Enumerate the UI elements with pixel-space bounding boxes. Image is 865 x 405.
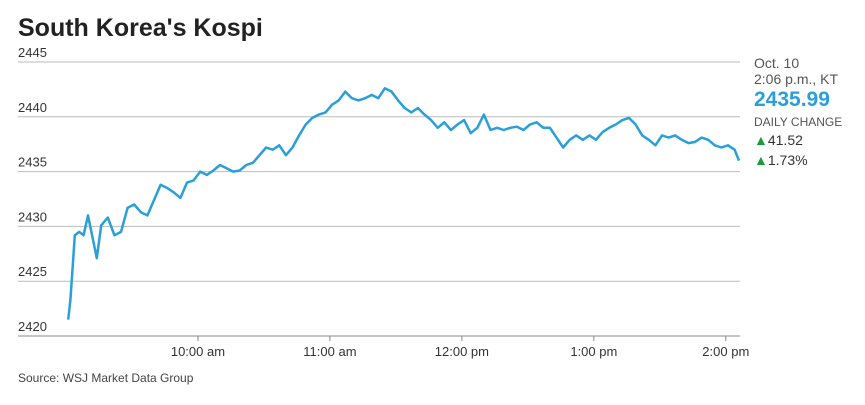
- change-pct-row: ▲1.73%: [754, 152, 808, 168]
- change-row: ▲41.52: [754, 132, 803, 148]
- up-icon: ▲: [754, 132, 768, 148]
- x-tick-label: 11:00 am: [303, 344, 356, 359]
- y-tick-label: 2425: [18, 264, 47, 279]
- price-line: [66, 87, 741, 320]
- time: 2:06 p.m., KT: [754, 71, 839, 87]
- change-pct: 1.73%: [767, 152, 808, 168]
- change-label: DAILY CHANGE: [754, 115, 843, 129]
- chart-title: South Korea's Kospi: [18, 14, 263, 42]
- date: Oct. 10: [754, 55, 800, 71]
- y-tick-label: 2435: [18, 155, 47, 170]
- x-tick-label: 1:00 pm: [570, 344, 617, 359]
- change: 41.52: [767, 132, 803, 148]
- y-tick-label: 2445: [18, 45, 47, 60]
- x-tick-label: 10:00 am: [171, 344, 225, 359]
- y-tick-label: 2430: [18, 209, 47, 224]
- up-icon: ▲: [754, 152, 768, 168]
- y-tick-label: 2420: [18, 319, 47, 334]
- last-value: 2435.99: [754, 88, 830, 111]
- x-tick-label: 12:00 pm: [435, 344, 489, 359]
- y-tick-label: 2440: [18, 100, 47, 115]
- source: Source: WSJ Market Data Group: [18, 371, 194, 385]
- x-tick-label: 2:00 pm: [702, 344, 749, 359]
